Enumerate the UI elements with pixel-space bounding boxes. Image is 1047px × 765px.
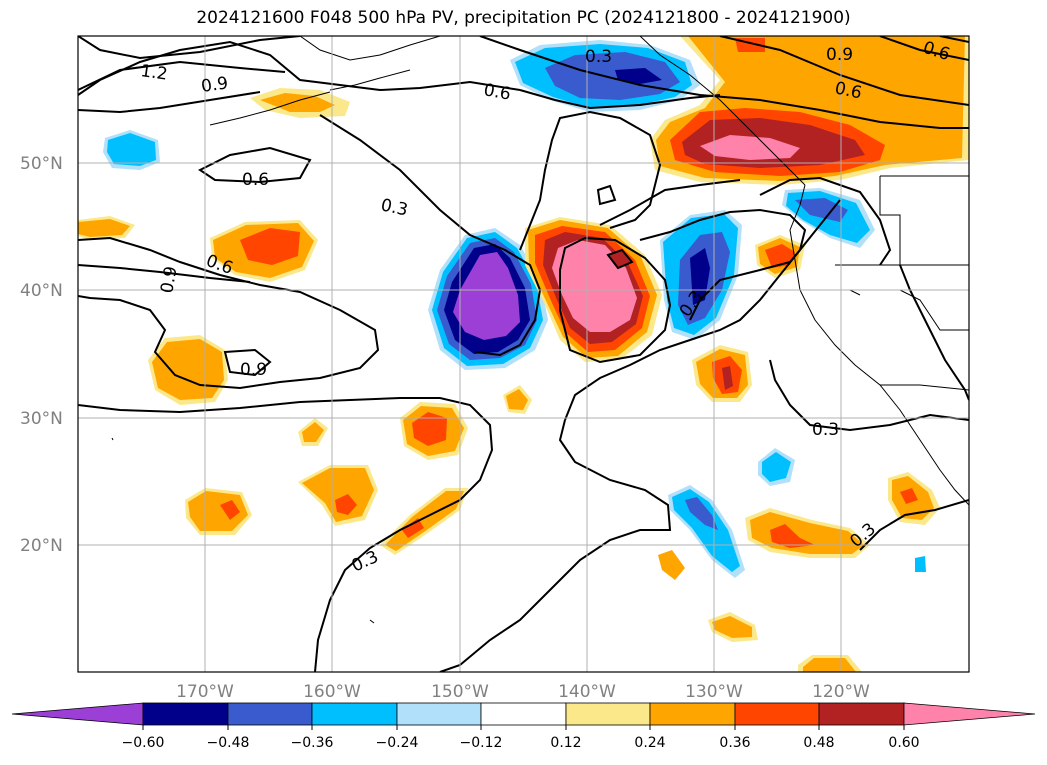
colorbar-ticks xyxy=(142,725,905,730)
lon-label-130w: 130°W xyxy=(685,682,743,702)
colorbar-tick-label: 0.36 xyxy=(719,735,750,751)
colorbar-segment xyxy=(818,702,905,726)
lat-label-20n: 20°N xyxy=(20,536,63,556)
anomaly-orange-168w xyxy=(185,488,252,535)
lat-label-30n: 30°N xyxy=(20,409,63,429)
colorbar-tick-label: −0.60 xyxy=(122,735,165,751)
anomaly-blue-130w-22n xyxy=(668,485,745,578)
colorbar-tick-label: −0.36 xyxy=(291,735,334,751)
colorbar-tick-label: 0.60 xyxy=(888,735,919,751)
anomaly-small-146w xyxy=(503,385,532,414)
gridlines xyxy=(78,36,969,672)
colorbar-tick-label: 0.12 xyxy=(550,735,581,751)
contour-label: 0.9 xyxy=(200,73,230,97)
latitude-labels: 50°N 40°N 30°N 20°N xyxy=(20,154,63,556)
lat-label-50n: 50°N xyxy=(20,154,63,174)
contour-label: 1.2 xyxy=(139,61,169,85)
contour-label: 0.9 xyxy=(826,45,853,65)
contour-label: 0.3 xyxy=(585,47,612,67)
contour-label: 0.9 xyxy=(240,360,267,380)
anomaly-small-bits xyxy=(596,184,926,672)
colorbar-tick-label: 0.48 xyxy=(803,735,834,751)
anomaly-blue-130w xyxy=(660,210,742,340)
map-title: 2024121600 F048 500 hPa PV, precipitatio… xyxy=(196,8,851,28)
anomaly-orange-158w xyxy=(298,465,378,526)
colorbar-tick-label: −0.12 xyxy=(460,735,503,751)
colorbar-segment xyxy=(396,702,482,726)
colorbar-segment xyxy=(734,702,820,726)
colorbar-segment xyxy=(480,702,567,726)
map-frame xyxy=(77,35,970,673)
colorbar-extend-min xyxy=(11,702,144,726)
contour-label: 0.6 xyxy=(242,170,269,190)
anomaly-strip-153w xyxy=(380,488,468,555)
anomaly-blue-far-west xyxy=(103,130,160,170)
colorbar-segment xyxy=(311,702,398,726)
anomaly-far-west xyxy=(78,216,135,240)
colorbar-tick-label: −0.48 xyxy=(207,735,250,751)
colorbar-tick-label: −0.24 xyxy=(376,735,419,751)
lon-label-140w: 140°W xyxy=(558,682,616,702)
anomaly-orange-165w xyxy=(210,220,318,282)
lon-label-160w: 160°W xyxy=(303,682,361,702)
colorbar-tick-label: 0.24 xyxy=(634,735,665,751)
colorbar-segment xyxy=(649,702,736,726)
colorbar-segment xyxy=(227,702,313,726)
lon-label-170w: 170°W xyxy=(176,682,234,702)
colorbar-labels: −0.60 −0.48 −0.36 −0.24 −0.12 0.12 0.24 … xyxy=(122,735,920,751)
anomaly-blue-125w xyxy=(758,448,795,486)
longitude-labels: 170°W 160°W 150°W 140°W 130°W 120°W xyxy=(176,682,870,702)
lat-label-40n: 40°N xyxy=(20,281,63,301)
contour-label: 0.9 xyxy=(157,265,181,295)
anomaly-blue-coast xyxy=(782,188,875,248)
coastlines xyxy=(111,36,969,624)
anomaly-small-160w xyxy=(298,418,328,446)
colorbar-segment xyxy=(142,702,229,726)
contour-label: 0.6 xyxy=(482,80,512,104)
pv-contours xyxy=(78,36,969,672)
lon-label-150w: 150°W xyxy=(431,682,489,702)
colorbar xyxy=(11,702,1036,726)
colorbar-segment xyxy=(565,702,651,726)
contour-label: 0.3 xyxy=(812,420,839,440)
lon-label-120w: 120°W xyxy=(812,682,870,702)
colorbar-extend-max xyxy=(903,702,1036,726)
anomaly-orange-128w xyxy=(692,345,752,402)
